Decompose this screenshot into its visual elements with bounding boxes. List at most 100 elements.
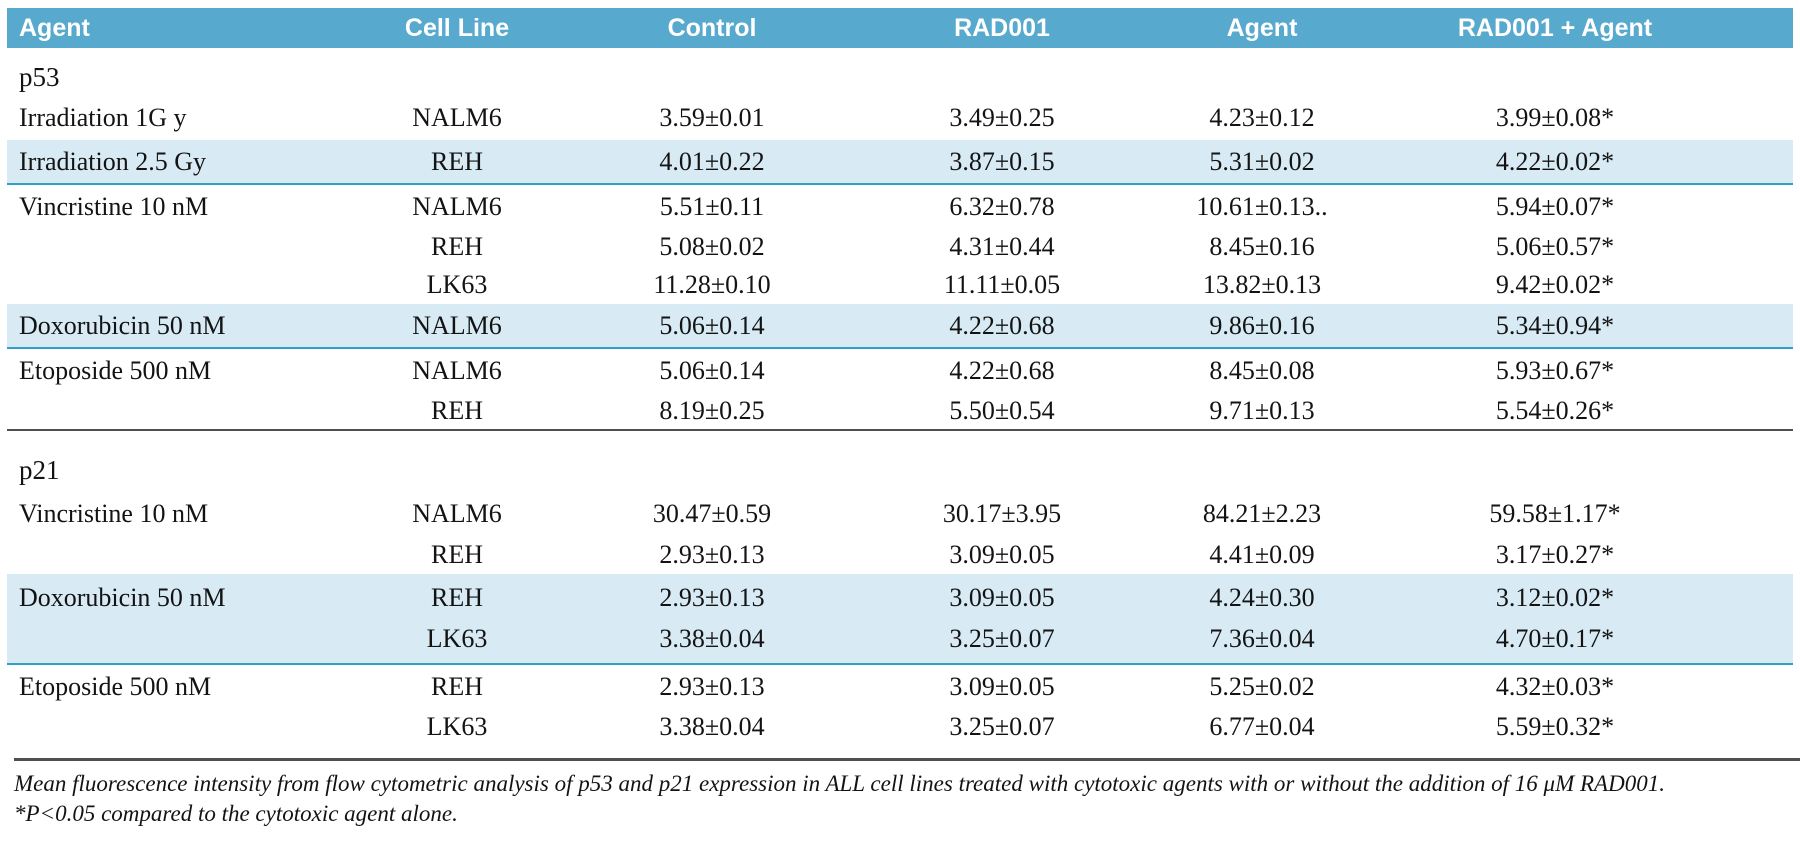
- rad001-cell: 3.09±0.05: [949, 583, 1055, 612]
- agent-cell: Irradiation 2.5 Gy: [7, 140, 367, 185]
- rad001-cell: 3.25±0.07: [877, 618, 1127, 665]
- rad001-cell: 3.25±0.07: [949, 712, 1055, 741]
- agent-cell: [7, 536, 367, 574]
- col-header-agent: Agent: [7, 8, 367, 48]
- combo-cell: 5.93±0.67*: [1495, 355, 1615, 385]
- table-row: LK63 3.38±0.04 3.25±0.07 6.77±0.04 5.59±0.32…: [7, 708, 1793, 746]
- agent-value-cell: 5.25±0.02: [1209, 671, 1315, 701]
- combo-cell: 5.54±0.26*: [1495, 395, 1615, 425]
- combo-cell: 3.17±0.27*: [1495, 540, 1615, 569]
- combo-cell: 9.42±0.02*: [1495, 270, 1615, 299]
- control-cell: 5.06±0.14: [547, 304, 877, 349]
- combo-cell: 3.12±0.02*: [1495, 583, 1615, 612]
- control-cell: 3.59±0.01: [659, 103, 765, 132]
- agent-cell: [7, 266, 367, 304]
- cell-line-cell: NALM6: [412, 103, 502, 132]
- rad001-cell: 4.22±0.68: [877, 304, 1127, 349]
- table-row: Vincristine 10 nM NALM6 5.51±0.11 6.32±0.78…: [7, 184, 1793, 228]
- table-row: Etoposide 500 nM REH 2.93±0.13 3.09±0.05 5.2…: [7, 664, 1793, 708]
- rad001-cell: 6.32±0.78: [949, 191, 1055, 221]
- paper-table-page: Agent Cell Line Control RAD001 Agent RAD…: [7, 8, 1800, 829]
- cell-line-cell: NALM6: [412, 355, 502, 385]
- control-cell: 3.38±0.04: [547, 618, 877, 665]
- col-header-rad001: RAD001: [877, 8, 1127, 48]
- table-body: p53 Irradiation 1G y NALM6 3.59±0.01 3.49±0.…: [7, 48, 1793, 746]
- agent-value-cell: 10.61±0.13..: [1196, 191, 1328, 221]
- rad001-cell: 3.49±0.25: [949, 103, 1055, 132]
- expression-data-table: Agent Cell Line Control RAD001 Agent RAD…: [7, 8, 1793, 746]
- control-cell: 3.38±0.04: [659, 712, 765, 741]
- cell-line-cell: REH: [367, 140, 547, 185]
- table-row: REH 2.93±0.13 3.09±0.05 4.41±0.09 3.17±0.27*: [7, 536, 1793, 574]
- rad001-cell: 5.50±0.54: [949, 395, 1055, 425]
- cell-line-cell: REH: [431, 671, 483, 701]
- col-header-rad001-plus-agent: RAD001 + Agent: [1397, 8, 1793, 48]
- agent-cell: [7, 708, 367, 746]
- control-cell: 2.93±0.13: [659, 540, 765, 569]
- col-header-agent-alone: Agent: [1127, 8, 1397, 48]
- section-row: p53: [7, 48, 1793, 96]
- agent-value-cell: 4.23±0.12: [1209, 103, 1315, 132]
- rad001-cell: 3.09±0.05: [949, 540, 1055, 569]
- table-row: Etoposide 500 nM NALM6 5.06±0.14 4.22±0.68 8…: [7, 348, 1793, 392]
- combo-cell: 5.34±0.94*: [1397, 304, 1793, 349]
- control-cell: 30.47±0.59: [652, 499, 772, 528]
- rad001-cell: 3.09±0.05: [949, 671, 1055, 701]
- col-header-control: Control: [547, 8, 877, 48]
- agent-value-cell: 6.77±0.04: [1209, 712, 1315, 741]
- combo-cell: 4.70±0.17*: [1397, 618, 1793, 665]
- agent-value-cell: 8.45±0.16: [1209, 232, 1315, 261]
- agent-cell: [7, 228, 367, 266]
- cell-line-cell: REH: [431, 540, 483, 569]
- combo-cell: 4.32±0.03*: [1495, 671, 1615, 701]
- control-cell: 8.19±0.25: [659, 395, 765, 425]
- combo-cell: 5.94±0.07*: [1495, 191, 1615, 221]
- agent-cell: [7, 618, 367, 665]
- combo-cell: 3.99±0.08*: [1495, 103, 1615, 132]
- agent-cell: Etoposide 500 nM: [19, 671, 212, 701]
- col-header-cell-line: Cell Line: [367, 8, 547, 48]
- control-cell: 4.01±0.22: [547, 140, 877, 185]
- footnote-line2: *P<0.05 compared to the cytotoxic agent …: [14, 800, 458, 826]
- cell-line-cell: LK63: [367, 618, 547, 665]
- rad001-cell: 11.11±0.05: [943, 270, 1061, 299]
- agent-cell: Doxorubicin 50 nM: [19, 583, 226, 612]
- footnote-line1: Mean fluorescence intensity from flow cy…: [14, 771, 1665, 796]
- control-cell: 2.93±0.13: [659, 583, 765, 612]
- cell-line-cell: REH: [431, 583, 483, 612]
- cell-line-cell: REH: [431, 232, 483, 261]
- section-label: p53: [19, 61, 60, 92]
- cell-line-cell: LK63: [426, 712, 488, 741]
- agent-value-cell: 13.82±0.13: [1202, 270, 1322, 299]
- table-row: LK63 3.38±0.04 3.25±0.07 7.36±0.04 4.70±0.17…: [7, 618, 1793, 665]
- agent-cell: Vincristine 10 nM: [19, 191, 209, 221]
- section-label: p21: [7, 429, 1793, 492]
- section-row: p21: [7, 429, 1793, 492]
- agent-cell: [7, 392, 367, 430]
- agent-cell: Doxorubicin 50 nM: [7, 304, 367, 349]
- rad001-cell: 4.22±0.68: [949, 355, 1055, 385]
- table-row: Irradiation 1G y NALM6 3.59±0.01 3.49±0.25 4…: [7, 96, 1793, 140]
- combo-cell: 5.59±0.32*: [1495, 712, 1615, 741]
- agent-cell: Irradiation 1G y: [19, 103, 187, 132]
- control-cell: 5.08±0.02: [659, 232, 765, 261]
- cell-line-cell: LK63: [426, 270, 488, 299]
- cell-line-cell: REH: [431, 395, 483, 425]
- rad001-cell: 4.31±0.44: [949, 232, 1055, 261]
- control-cell: 5.51±0.11: [659, 191, 765, 221]
- agent-value-cell: 5.31±0.02: [1127, 140, 1397, 185]
- table-row: REH 5.08±0.02 4.31±0.44 8.45±0.16 5.06±0.57*: [7, 228, 1793, 266]
- control-cell: 11.28±0.10: [653, 270, 771, 299]
- table-row: REH 8.19±0.25 5.50±0.54 9.71±0.13 5.54±0.26*: [7, 392, 1793, 430]
- table-row: Irradiation 2.5 Gy REH 4.01±0.22 3.87±0.15 5…: [7, 140, 1793, 185]
- agent-value-cell: 4.41±0.09: [1209, 540, 1315, 569]
- table-footnote: Mean fluorescence intensity from flow cy…: [14, 758, 1800, 829]
- agent-value-cell: 9.71±0.13: [1209, 395, 1315, 425]
- rad001-cell: 3.87±0.15: [877, 140, 1127, 185]
- control-cell: 2.93±0.13: [659, 671, 765, 701]
- cell-line-cell: NALM6: [412, 191, 502, 221]
- table-row: LK63 11.28±0.10 11.11±0.05 13.82±0.13 9.42±0…: [7, 266, 1793, 304]
- table-row: Doxorubicin 50 nM NALM6 5.06±0.14 4.22±0.68…: [7, 304, 1793, 349]
- table-row: Doxorubicin 50 nM REH 2.93±0.13 3.09±0.05 4.…: [7, 574, 1793, 618]
- agent-cell: Etoposide 500 nM: [19, 355, 212, 385]
